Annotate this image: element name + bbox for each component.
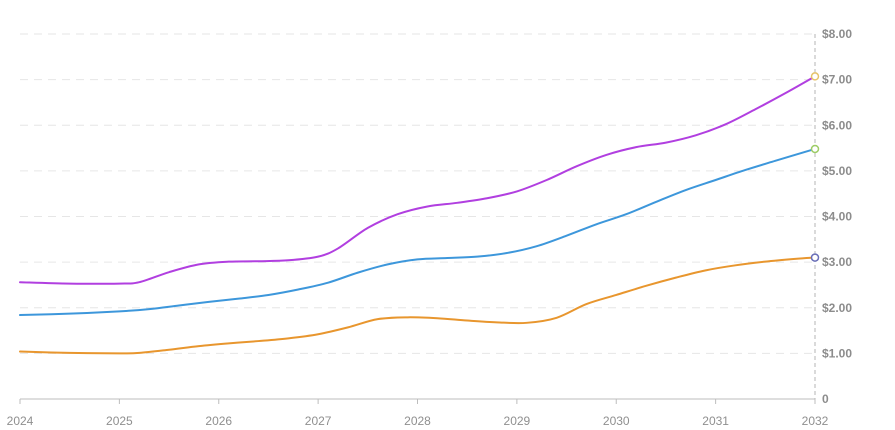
y-tick-label: $2.00: [822, 301, 852, 315]
y-tick-label: $3.00: [822, 255, 852, 269]
x-tick-label: 2032: [802, 414, 829, 428]
axes: [19, 34, 816, 404]
series-end-marker-2[interactable]: [810, 144, 820, 154]
end-markers: [810, 72, 820, 262]
y-tick-label: $7.00: [822, 73, 852, 87]
x-tick-label: 2024: [7, 414, 34, 428]
series-lines: [19, 75, 816, 355]
series-line-3: [19, 256, 816, 355]
y-tick-label: $4.00: [822, 210, 852, 224]
tick-labels: 0 $1.00 $2.00 $3.00 $4.00 $5.00 $6.00 $7.00 $8.0…: [7, 27, 853, 428]
series-line-2: [19, 147, 816, 317]
y-tick-label: 0: [822, 392, 829, 406]
y-tick-label: $8.00: [822, 27, 852, 41]
y-tick-label: $6.00: [822, 118, 852, 132]
series-end-marker-1[interactable]: [810, 72, 820, 81]
x-tick-label: 2031: [702, 414, 729, 428]
series-line-1: [19, 75, 816, 285]
x-tick-label: 2026: [205, 414, 232, 428]
grid: [20, 33, 815, 354]
x-tick-label: 2030: [603, 414, 630, 428]
x-tick-label: 2029: [504, 414, 531, 428]
y-tick-label: $5.00: [822, 164, 852, 178]
series-end-marker-3[interactable]: [810, 253, 820, 262]
x-tick-label: 2027: [305, 414, 332, 428]
y-tick-label: $1.00: [822, 346, 852, 360]
x-tick-label: 2028: [404, 414, 431, 428]
x-tick-label: 2025: [106, 414, 133, 428]
